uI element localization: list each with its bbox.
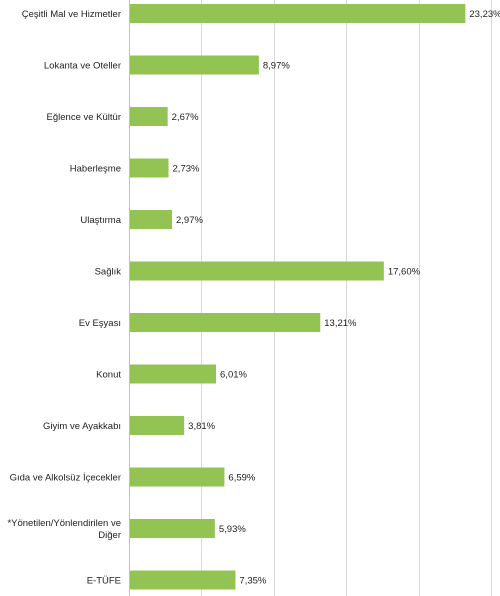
data-label: 8,97% xyxy=(263,61,290,72)
data-label: 2,67% xyxy=(172,112,199,123)
bar xyxy=(130,467,225,487)
category-label: E-TÜFE xyxy=(87,576,121,587)
data-label: 13,21% xyxy=(324,318,357,329)
bar xyxy=(130,519,215,538)
data-label: 2,73% xyxy=(173,164,200,175)
category-label: Haberleşme xyxy=(70,164,121,175)
bar xyxy=(130,313,321,332)
bar xyxy=(130,55,259,75)
bar xyxy=(130,261,384,281)
data-label: 6,01% xyxy=(220,370,247,381)
bar xyxy=(130,158,169,178)
data-label: 17,60% xyxy=(388,267,421,278)
data-label: 6,59% xyxy=(228,473,255,484)
data-label: 23,23% xyxy=(469,9,500,20)
bar xyxy=(130,416,185,435)
category-label: Giyim ve Ayakkabı xyxy=(43,421,121,432)
bar xyxy=(130,4,466,23)
category-label: Çeşitli Mal ve Hizmetler xyxy=(22,9,121,20)
category-label: Lokanta ve Oteller xyxy=(44,61,121,72)
data-label: 7,35% xyxy=(239,576,266,587)
bar xyxy=(130,210,173,229)
bar xyxy=(130,364,217,384)
category-label: Eğlence ve Kültür xyxy=(47,112,121,123)
category-label: Sağlık xyxy=(95,267,122,278)
category-label: *Yönetilen/Yönlendirilen ve Diğer xyxy=(7,518,121,541)
category-label: Gıda ve Alkolsüz İçecekler xyxy=(10,473,121,484)
data-label: 2,97% xyxy=(176,215,203,226)
bar xyxy=(130,107,168,126)
category-label: Ulaştırma xyxy=(80,215,121,226)
data-label: 5,93% xyxy=(219,524,246,535)
category-label: Ev Eşyası xyxy=(79,318,121,329)
bar xyxy=(130,570,236,590)
data-label: 3,81% xyxy=(188,421,215,432)
category-label: Konut xyxy=(96,370,121,381)
